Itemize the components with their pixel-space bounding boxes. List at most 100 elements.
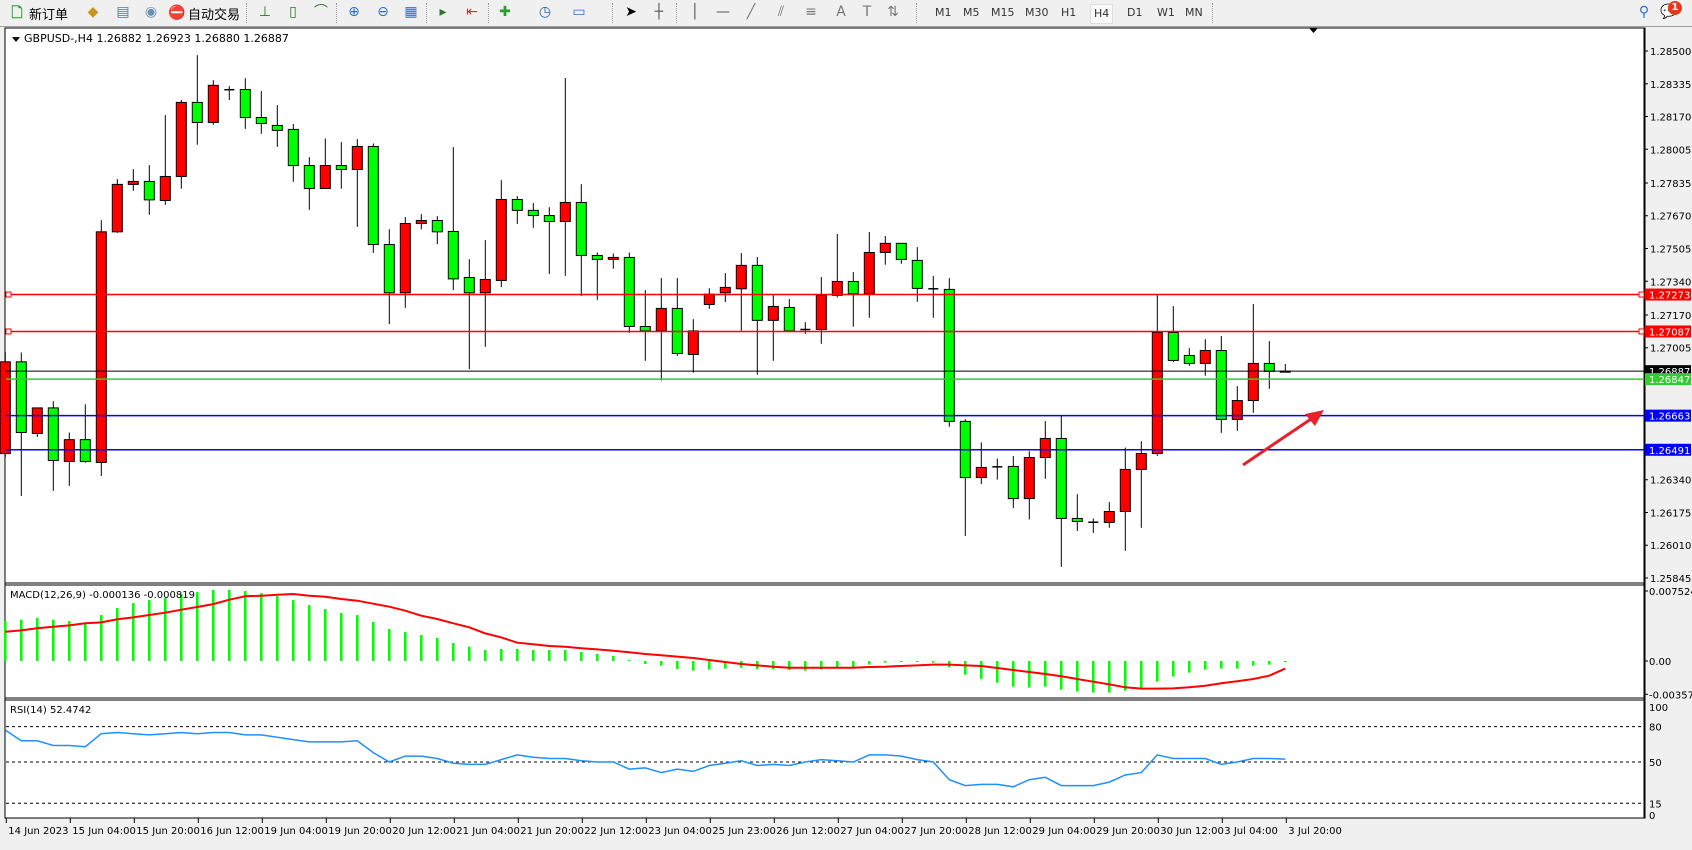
candle: [224, 86, 235, 101]
candle-body: [303, 165, 315, 190]
candle-body: [127, 180, 139, 185]
macd-histogram-bar: [404, 632, 407, 661]
line-chart-icon[interactable]: ⌒: [314, 4, 328, 20]
chart-menu-triangle-icon[interactable]: [12, 37, 20, 42]
trend-arrow-annotation[interactable]: [1242, 410, 1324, 467]
candle: [863, 232, 875, 318]
level-anchor-icon[interactable]: [5, 328, 12, 335]
chart-shift-icon[interactable]: ⇤: [466, 4, 478, 20]
crosshair-icon[interactable]: ┼: [654, 4, 664, 20]
timeframe-h1[interactable]: H1: [1061, 6, 1077, 19]
arrows-icon[interactable]: ⇅: [887, 4, 899, 20]
macd-histogram-bar: [468, 646, 471, 661]
candle: [511, 196, 523, 224]
timeframe-m15[interactable]: M15: [991, 6, 1015, 19]
search-icon[interactable]: ⚲: [1638, 4, 1650, 20]
candle: [1119, 447, 1131, 551]
candle-body: [15, 361, 27, 434]
candle: [255, 91, 267, 134]
candle-body: [399, 222, 411, 294]
rsi-tick-label: 50: [1649, 758, 1662, 769]
candle: [719, 273, 731, 303]
timeframe-m5[interactable]: M5: [963, 6, 980, 19]
macd-histogram-bar: [916, 661, 919, 662]
horizontal-line-icon[interactable]: —: [716, 4, 730, 20]
macd-signal-line: [5, 592, 1286, 690]
candle-body: [431, 220, 443, 233]
macd-histogram-bar: [420, 635, 423, 661]
candle: [111, 179, 123, 233]
price-level-line[interactable]: 1.27087: [5, 325, 1691, 338]
chart-title: GBPUSD-,H4 1.26882 1.26923 1.26880 1.268…: [24, 32, 289, 45]
price-level-line[interactable]: 1.26491: [6, 443, 1691, 457]
level-anchor-icon[interactable]: [1638, 328, 1645, 335]
time-tick-label: 23 Jun 04:00: [648, 826, 712, 837]
macd-title: MACD(12,26,9) -0.000136 -0.000819: [10, 590, 195, 601]
candle-body: [1247, 362, 1259, 402]
text-icon[interactable]: A: [836, 4, 846, 20]
price-level-line[interactable]: 1.26847: [6, 373, 1691, 386]
candle: [1088, 518, 1099, 533]
vertical-line-icon[interactable]: │: [690, 4, 700, 20]
macd-histogram-bar: [852, 661, 855, 668]
candle-body: [1055, 437, 1067, 519]
candlestick-icon[interactable]: ▯: [289, 4, 297, 20]
data-window-icon[interactable]: ▤: [116, 4, 130, 20]
candle-body: [1263, 362, 1275, 372]
candle-body: [351, 145, 363, 171]
chart-window[interactable]: 1.27273 1.27087 1.26887 1.26847 1.26663 1.264…: [0, 27, 1692, 846]
tile-windows-icon[interactable]: ▦: [404, 4, 418, 20]
equidistant-channel-icon[interactable]: ⫽: [777, 4, 785, 20]
zoom-in-icon[interactable]: ⊕: [348, 4, 360, 20]
candle-body: [447, 230, 459, 280]
candle: [879, 235, 891, 265]
candle-body: [767, 305, 779, 321]
price-level-line[interactable]: 1.26663: [6, 409, 1691, 423]
level-anchor-icon[interactable]: [5, 291, 12, 298]
timeframe-mn[interactable]: MN: [1185, 6, 1203, 19]
macd-histogram-bar: [1076, 661, 1079, 692]
macd-histogram-bar: [836, 661, 839, 668]
autoscroll-icon[interactable]: ▸: [439, 4, 447, 20]
timeframe-m30[interactable]: M30: [1025, 6, 1049, 19]
chart-shift-marker-icon[interactable]: [1309, 28, 1318, 33]
timeframe-m1[interactable]: M1: [935, 6, 952, 19]
candle-body: [31, 407, 43, 434]
macd-histogram-bar: [900, 661, 903, 662]
timeframe-w1[interactable]: W1: [1157, 6, 1175, 19]
candle: [15, 352, 27, 497]
candle-body: [879, 242, 891, 253]
timeframe-h4[interactable]: H4: [1090, 4, 1114, 24]
price-level-line[interactable]: 1.27273: [5, 288, 1691, 302]
macd-histogram-bar: [244, 591, 247, 661]
candle-body: [1135, 453, 1147, 470]
macd-histogram-bar: [228, 590, 231, 661]
fibonacci-icon[interactable]: ≡: [805, 4, 817, 20]
indicators-icon[interactable]: ✚: [499, 4, 511, 20]
macd-histogram-bar: [548, 650, 551, 661]
candle: [543, 207, 555, 274]
templates-icon[interactable]: ▭: [572, 4, 586, 20]
trendline-icon[interactable]: ╱: [746, 4, 756, 20]
market-watch-icon[interactable]: ◆: [87, 4, 99, 20]
macd-histogram-bar: [356, 615, 359, 661]
candle-body: [367, 145, 379, 246]
price-tick-label: 1.27835: [1650, 179, 1691, 190]
text-label-icon[interactable]: T: [862, 4, 872, 20]
candle: [319, 138, 331, 190]
auto-trading-button[interactable]: ⛔ 自动交易: [168, 3, 240, 23]
time-tick-label: 26 Jun 12:00: [776, 826, 840, 837]
cursor-icon[interactable]: ➤: [625, 4, 637, 20]
candle-body: [911, 259, 923, 289]
periods-icon[interactable]: ◷: [538, 4, 552, 20]
macd-histogram-bar: [500, 648, 503, 661]
timeframe-d1[interactable]: D1: [1127, 6, 1143, 19]
signals-icon[interactable]: ◉: [144, 4, 158, 20]
zoom-out-icon[interactable]: ⊖: [377, 4, 389, 20]
bar-chart-icon[interactable]: ⊥: [258, 4, 272, 20]
candle: [1215, 336, 1227, 433]
new-order-button[interactable]: 🗋 新订单: [8, 3, 68, 23]
macd-histogram-bar: [180, 594, 183, 661]
level-anchor-icon[interactable]: [1638, 291, 1645, 298]
